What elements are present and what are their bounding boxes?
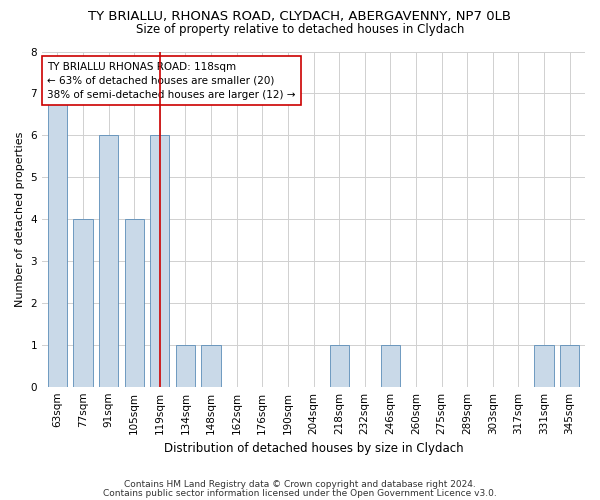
Text: TY BRIALLU, RHONAS ROAD, CLYDACH, ABERGAVENNY, NP7 0LB: TY BRIALLU, RHONAS ROAD, CLYDACH, ABERGA…	[89, 10, 511, 23]
Text: TY BRIALLU RHONAS ROAD: 118sqm
← 63% of detached houses are smaller (20)
38% of : TY BRIALLU RHONAS ROAD: 118sqm ← 63% of …	[47, 62, 296, 100]
Bar	[560, 345, 579, 387]
X-axis label: Distribution of detached houses by size in Clydach: Distribution of detached houses by size …	[164, 442, 463, 455]
Bar	[535, 345, 554, 387]
Y-axis label: Number of detached properties: Number of detached properties	[15, 132, 25, 307]
Text: Contains public sector information licensed under the Open Government Licence v3: Contains public sector information licen…	[103, 488, 497, 498]
Bar	[176, 345, 195, 387]
Bar	[99, 136, 118, 386]
Bar	[381, 345, 400, 387]
Text: Contains HM Land Registry data © Crown copyright and database right 2024.: Contains HM Land Registry data © Crown c…	[124, 480, 476, 489]
Bar	[329, 345, 349, 387]
Bar	[150, 136, 169, 386]
Bar	[73, 219, 92, 386]
Text: Size of property relative to detached houses in Clydach: Size of property relative to detached ho…	[136, 22, 464, 36]
Bar	[202, 345, 221, 387]
Bar	[48, 94, 67, 387]
Bar	[125, 219, 144, 386]
